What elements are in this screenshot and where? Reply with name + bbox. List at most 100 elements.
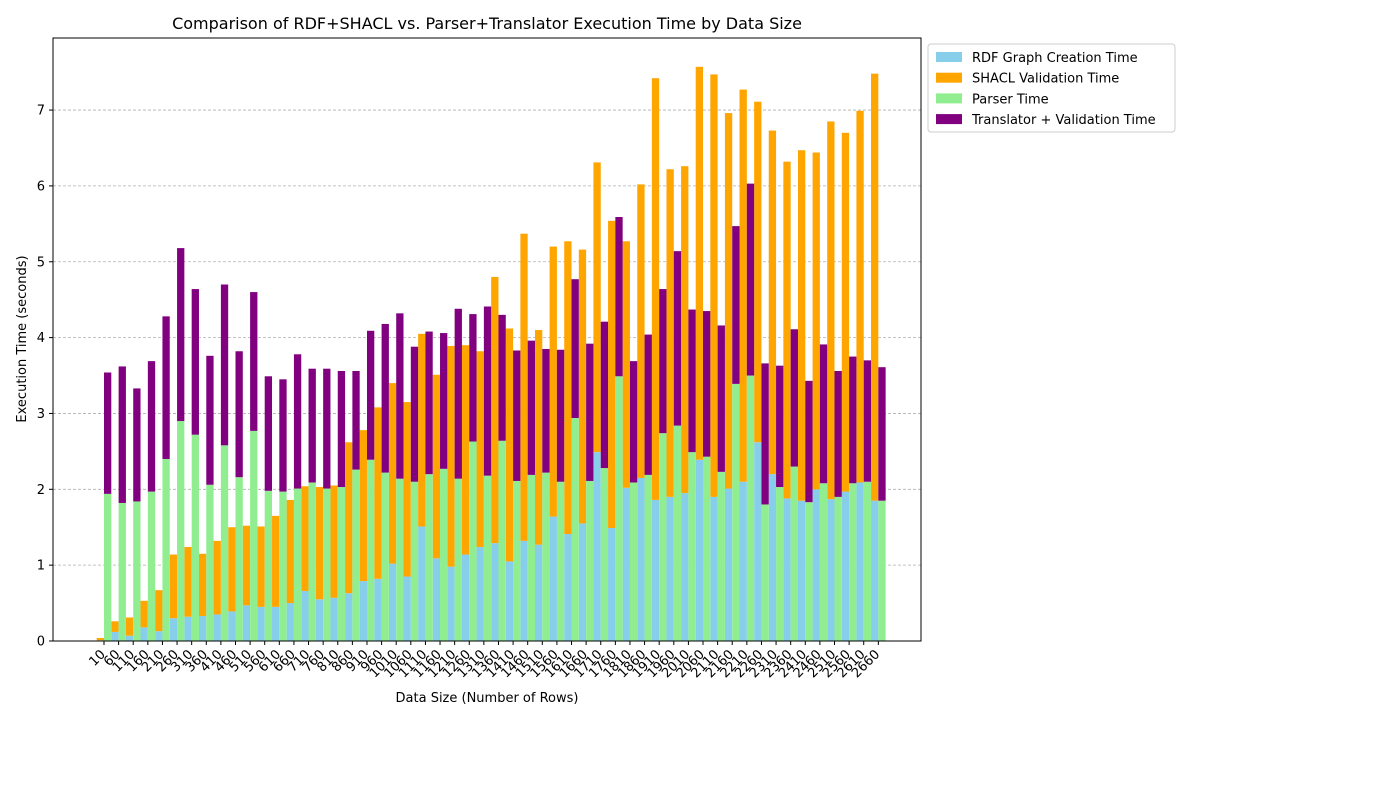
bar-1-1-360	[206, 355, 214, 485]
bar-0-0-610	[272, 606, 280, 641]
bar-1-1-860	[352, 370, 360, 470]
bar-0-1-160	[140, 600, 148, 628]
bar-0-1-1810	[622, 241, 630, 488]
bar-1-1-1760	[615, 217, 623, 377]
bar-1-0-2610	[863, 481, 872, 641]
bar-1-1-1360	[498, 314, 506, 441]
bar-1-0-2560	[849, 483, 857, 641]
bar-0-0-260	[169, 618, 178, 641]
bar-0-0-2210	[739, 481, 747, 641]
chart-title: Comparison of RDF+SHACL vs. Parser+Trans…	[172, 14, 802, 33]
bar-1-1-160	[147, 361, 156, 492]
bar-0-0-2660	[871, 500, 879, 641]
bar-0-0-160	[140, 627, 148, 641]
legend: RDF Graph Creation Time SHACL Validation …	[927, 43, 1176, 133]
bar-0-1-1510	[535, 330, 543, 545]
bar-1-0-260	[177, 421, 185, 641]
bar-0-0-210	[155, 631, 163, 641]
bar-0-0-1960	[666, 496, 674, 641]
bar-0-1-110	[125, 617, 134, 636]
bar-1-1-2610	[863, 360, 872, 482]
bar-1-0-360	[206, 484, 214, 641]
bar-1-1-810	[337, 370, 346, 488]
bar-0-1-1460	[520, 233, 528, 541]
bar-1-1-1460	[527, 340, 535, 475]
bar-1-1-560	[264, 376, 273, 491]
bar-1-0-410	[220, 445, 229, 641]
bar-0-0-2310	[768, 474, 777, 641]
bar-0-0-2610	[856, 482, 864, 641]
bar-1-0-1610	[571, 418, 579, 641]
bar-0-0-1710	[593, 452, 601, 641]
bar-0-1-2460	[812, 152, 820, 490]
bar-1-1-2510	[834, 370, 842, 497]
bar-1-1-1910	[659, 289, 667, 434]
bar-0-1-2410	[797, 150, 806, 501]
bar-1-0-1660	[586, 480, 594, 641]
bar-0-1-1560	[549, 246, 557, 517]
bar-1-1-660	[293, 354, 302, 489]
bar-1-1-2160	[732, 226, 740, 384]
bar-1-0-1710	[600, 468, 609, 641]
bar-1-0-710	[308, 482, 316, 641]
bar-0-0-460	[228, 611, 236, 641]
bar-1-0-660	[293, 488, 302, 641]
bar-1-0-1010	[396, 478, 404, 641]
bar-0-1-910	[359, 430, 367, 582]
bar-1-0-1910	[659, 433, 667, 641]
bar-1-0-560	[264, 490, 273, 641]
bar-0-1-2610	[856, 110, 864, 483]
bar-1-0-1810	[629, 482, 638, 641]
bar-1-1-210	[162, 316, 170, 459]
bar-1-1-1010	[396, 313, 404, 479]
bar-0-1-510	[242, 525, 251, 606]
bar-0-1-2160	[724, 113, 733, 489]
x-axis: 1060110160210260310360410460510560610660…	[87, 641, 883, 681]
bar-0-0-960	[374, 578, 382, 641]
bar-0-1-1910	[651, 78, 660, 500]
bar-0-1-1410	[505, 328, 514, 562]
bar-0-0-410	[213, 614, 221, 641]
bar-1-1-1260	[469, 314, 477, 442]
bar-0-0-710	[301, 590, 309, 641]
plot-area-frame	[52, 37, 922, 642]
bar-1-1-910	[366, 330, 375, 460]
bar-0-1-2560	[841, 132, 850, 492]
legend-swatch-1	[936, 72, 962, 83]
bar-1-0-10	[104, 493, 112, 641]
bar-1-1-1510	[542, 348, 550, 473]
bar-1-0-810	[337, 487, 346, 641]
bar-0-0-1460	[520, 540, 528, 641]
bar-1-0-960	[381, 472, 389, 641]
bar-0-1-1760	[608, 220, 616, 528]
bar-0-0-910	[359, 581, 367, 641]
bar-1-1-2060	[703, 311, 711, 457]
bar-0-0-1010	[388, 563, 397, 641]
bar-1-1-110	[133, 388, 141, 502]
bar-1-1-1860	[644, 334, 652, 475]
bar-0-0-1060	[403, 576, 411, 641]
bar-1-1-460	[235, 351, 243, 478]
bar-0-1-710	[301, 486, 309, 591]
bar-1-1-960	[381, 323, 389, 473]
bar-0-0-1560	[549, 516, 557, 641]
bar-1-1-1160	[440, 333, 448, 469]
bar-1-0-1360	[498, 440, 506, 641]
bar-1-0-210	[162, 458, 170, 641]
bar-1-1-1410	[513, 350, 521, 481]
bar-1-1-1960	[673, 251, 682, 426]
bar-0-1-2510	[827, 121, 835, 500]
bar-0-1-2210	[739, 89, 747, 482]
bar-0-0-860	[345, 593, 353, 641]
bar-0-1-410	[213, 540, 221, 615]
y-tick-label-4: 4	[37, 331, 45, 346]
bar-0-0-2010	[681, 493, 689, 641]
bar-0-1-1660	[578, 249, 587, 524]
bar-1-1-260	[177, 248, 185, 422]
bar-0-0-1860	[637, 477, 645, 641]
bar-0-0-1160	[432, 558, 441, 641]
bar-0-1-210	[155, 590, 163, 632]
bar-1-1-1810	[629, 361, 638, 483]
bar-0-1-460	[228, 527, 236, 612]
bar-1-1-2210	[746, 183, 755, 376]
